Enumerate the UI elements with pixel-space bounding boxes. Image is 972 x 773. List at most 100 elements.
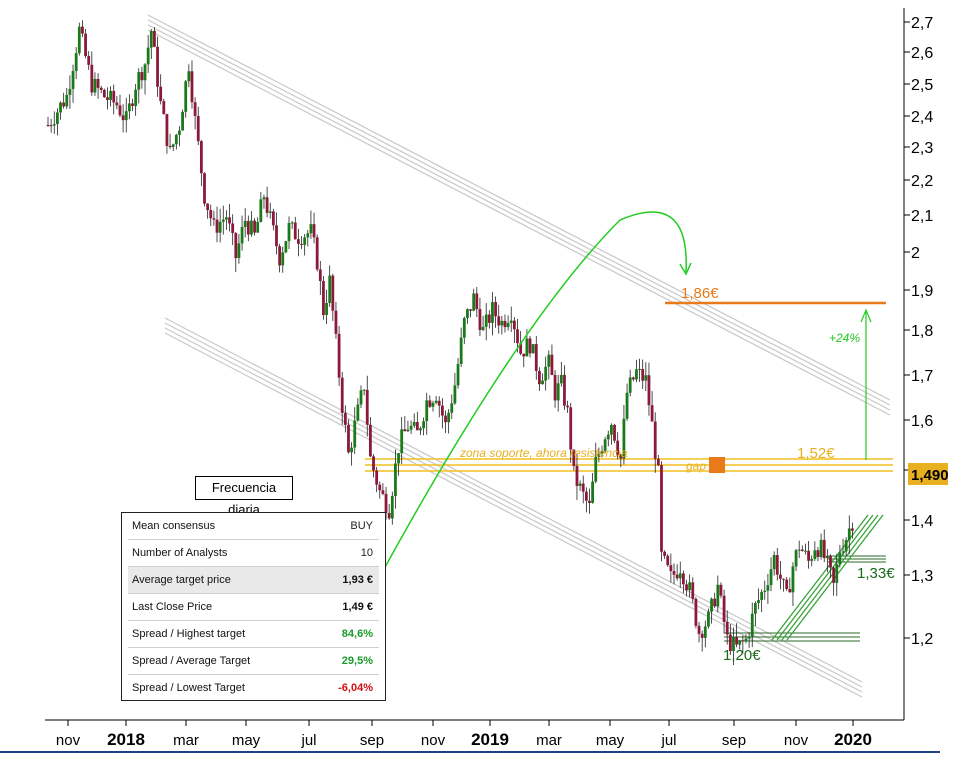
y-tick-label: 1,6 xyxy=(911,413,933,430)
candle-body xyxy=(102,89,106,98)
candle-body xyxy=(625,392,629,419)
consensus-label: Spread / Lowest Target xyxy=(132,682,245,694)
candle-body xyxy=(757,600,760,604)
candle-body xyxy=(600,450,604,454)
candle-body xyxy=(215,219,219,233)
candle-body xyxy=(118,105,122,116)
candle-body xyxy=(59,102,62,113)
gap-marker xyxy=(709,457,725,473)
x-tick-label: 2020 xyxy=(834,730,872,749)
candle-body xyxy=(584,491,588,501)
candle-body xyxy=(340,377,344,413)
candle-body xyxy=(838,552,842,565)
candle-body xyxy=(841,551,845,553)
candle-body xyxy=(106,97,109,101)
candle-body xyxy=(52,124,56,126)
candle-body xyxy=(619,454,623,459)
candle-body xyxy=(472,293,476,311)
consensus-value: -6,04% xyxy=(338,682,373,694)
candle-body xyxy=(791,566,795,593)
candle-body xyxy=(456,364,460,386)
x-tick-label: nov xyxy=(421,732,446,749)
candle-body xyxy=(688,582,692,591)
candle-body xyxy=(516,329,519,344)
candle-body xyxy=(753,603,757,614)
x-tick-label: nov xyxy=(56,732,81,749)
candle-body xyxy=(409,425,413,430)
lower-channel-line xyxy=(164,322,863,688)
candle-body xyxy=(225,217,228,220)
candle-body xyxy=(491,302,494,323)
candle-body xyxy=(519,343,523,354)
candle-body xyxy=(331,275,335,311)
candle-body xyxy=(522,353,526,357)
candle-body xyxy=(597,453,601,457)
upper-channel-line xyxy=(147,19,891,406)
candle-body xyxy=(378,484,382,491)
candle-body xyxy=(171,144,175,148)
candle-body xyxy=(663,551,667,556)
candle-body xyxy=(728,634,732,652)
consensus-label: Spread / Highest target xyxy=(132,628,246,640)
candle-body xyxy=(707,611,710,627)
candle-body xyxy=(566,405,569,408)
candle-body xyxy=(199,141,203,174)
candle-body xyxy=(143,64,147,81)
candle-body xyxy=(93,78,97,93)
candle-body xyxy=(403,429,407,432)
candle-body xyxy=(406,429,410,432)
candle-body xyxy=(297,239,300,244)
candle-body xyxy=(653,421,657,459)
y-tick-label: 1,3 xyxy=(911,568,933,585)
candle-body xyxy=(68,88,72,95)
candle-body xyxy=(775,555,779,575)
upper-channel-line xyxy=(147,14,891,401)
candle-body xyxy=(669,565,673,572)
candle-body xyxy=(447,412,451,423)
label-support-zone: zona soporte, ahora resistencia xyxy=(459,446,628,460)
candle-body xyxy=(556,383,560,401)
candle-body xyxy=(234,233,238,259)
candle-body xyxy=(631,377,635,380)
candle-body xyxy=(681,573,685,585)
x-tick-label: 2018 xyxy=(107,730,145,749)
candle-body xyxy=(212,218,216,220)
candle-body xyxy=(481,326,485,330)
consensus-value: 10 xyxy=(360,547,373,559)
candlestick-series xyxy=(46,20,854,665)
candle-body xyxy=(115,102,119,106)
candle-body xyxy=(713,598,717,607)
candle-body xyxy=(744,638,748,642)
candle-body xyxy=(569,407,573,450)
candle-body xyxy=(735,636,738,645)
candle-body xyxy=(137,72,141,90)
candle-body xyxy=(656,458,660,466)
candle-body xyxy=(127,103,131,112)
candle-body xyxy=(419,428,422,431)
candle-body xyxy=(156,46,159,87)
candle-body xyxy=(616,440,620,455)
candle-body xyxy=(581,483,585,492)
consensus-value: 1,49 € xyxy=(342,601,373,613)
candle-body xyxy=(246,220,250,235)
candle-body xyxy=(90,64,94,93)
candle-body xyxy=(810,558,814,561)
x-tick-label: may xyxy=(232,732,261,749)
y-tick-label: 2,4 xyxy=(911,109,933,126)
candle-body xyxy=(290,222,294,224)
candle-body xyxy=(466,309,469,319)
candle-body xyxy=(622,418,626,459)
candle-body xyxy=(832,567,836,583)
frequency-label: Frecuencia diaria xyxy=(195,476,293,517)
candle-body xyxy=(484,314,488,327)
candle-body xyxy=(334,310,338,334)
candle-body xyxy=(278,246,282,266)
candle-body xyxy=(162,101,166,115)
candle-body xyxy=(606,434,610,440)
y-tick-label: 2,2 xyxy=(911,173,933,190)
candle-body xyxy=(312,224,316,238)
candle-body xyxy=(497,316,501,326)
candle-body xyxy=(603,439,607,451)
candle-body xyxy=(250,220,253,235)
